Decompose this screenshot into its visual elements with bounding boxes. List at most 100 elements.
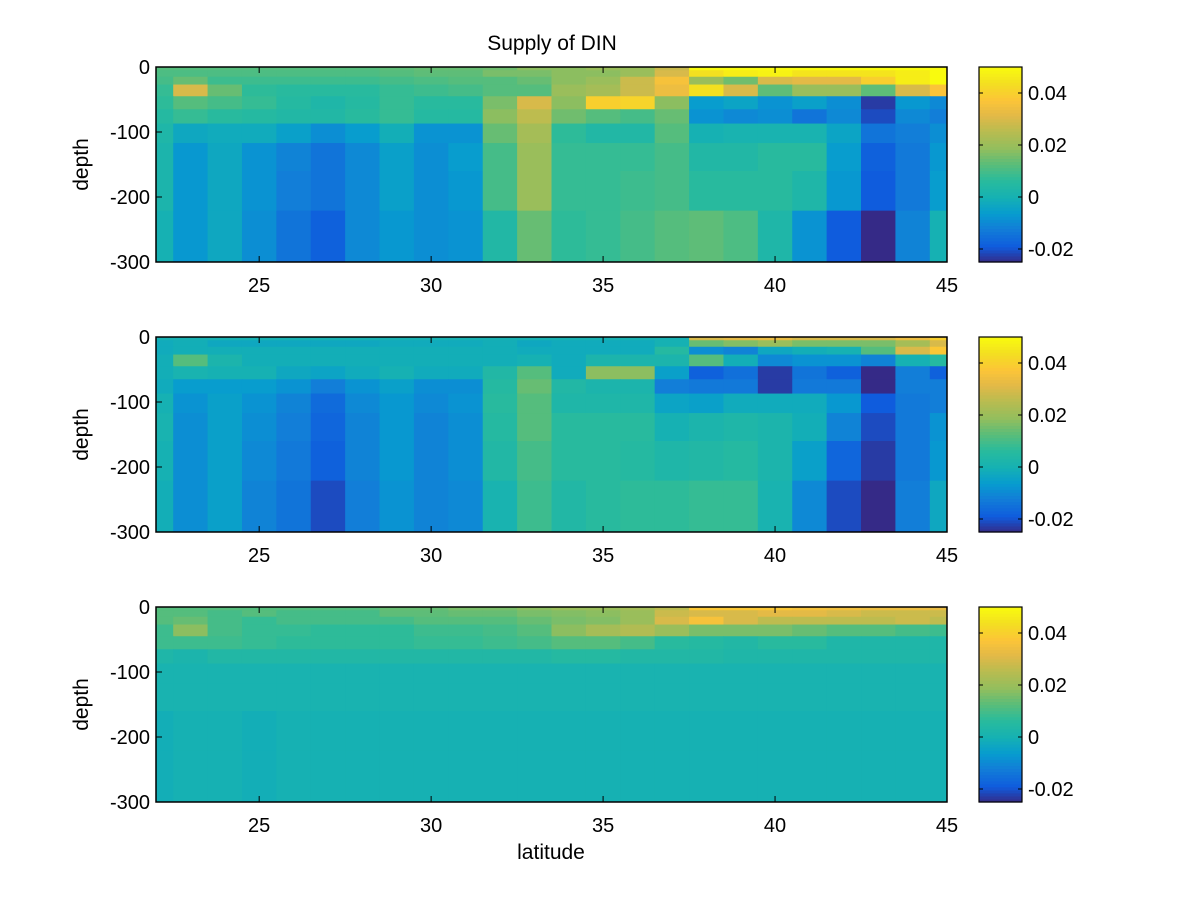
- heatmap-cell: [156, 610, 174, 618]
- colorbar-segment: [979, 124, 1022, 129]
- heatmap-cell: [379, 340, 415, 348]
- heatmap-cell: [310, 636, 346, 650]
- colorbar-segment: [979, 112, 1022, 117]
- heatmap-cell: [173, 67, 209, 71]
- heatmap-cell: [689, 346, 725, 356]
- heatmap-cell: [895, 109, 931, 125]
- heatmap-cell: [723, 109, 759, 125]
- heatmap-cell: [276, 123, 312, 144]
- colorbar-segment: [979, 646, 1022, 651]
- heatmap-cell: [757, 379, 793, 395]
- heatmap-cell: [345, 337, 381, 341]
- heatmap-cell: [929, 366, 947, 380]
- colorbar-segment: [979, 121, 1022, 126]
- heatmap-cell: [929, 379, 947, 395]
- colorbar-segment: [979, 349, 1022, 353]
- colorbar-segment: [979, 343, 1022, 347]
- heatmap-cell: [895, 366, 931, 380]
- heatmap-cell: [207, 171, 243, 212]
- heatmap-cell: [379, 109, 415, 125]
- heatmap-cell: [413, 750, 449, 802]
- heatmap-cell: [156, 379, 174, 395]
- heatmap-cell: [413, 84, 449, 97]
- heatmap-cell: [929, 441, 947, 482]
- heatmap-cell: [929, 84, 947, 97]
- colorbar-segment: [979, 786, 1022, 791]
- heatmap-cell: [448, 67, 484, 71]
- heatmap-cell: [207, 337, 243, 341]
- heatmap-cell: [482, 636, 518, 650]
- heatmap-cell: [413, 480, 449, 532]
- colorbar-segment: [979, 619, 1022, 623]
- heatmap-cell: [517, 624, 553, 637]
- heatmap-cell: [826, 143, 862, 172]
- x-tick-label: 40: [764, 275, 786, 297]
- colorbar-segment: [979, 404, 1022, 408]
- heatmap-cell: [723, 683, 759, 712]
- heatmap-cell: [241, 379, 277, 395]
- colorbar-segment: [979, 340, 1022, 344]
- colorbar-segment: [979, 137, 1022, 141]
- heatmap-cell: [379, 210, 415, 262]
- heatmap-cell: [929, 624, 947, 637]
- heatmap-cell: [517, 143, 553, 172]
- heatmap-cell: [482, 663, 518, 684]
- colorbar-segment: [979, 744, 1022, 748]
- heatmap-cell: [551, 366, 587, 380]
- heatmap-cell: [895, 683, 931, 712]
- colorbar-segment: [979, 164, 1022, 169]
- heatmap-cell: [379, 616, 415, 626]
- heatmap-cell: [585, 171, 621, 212]
- colorbar-segment: [979, 670, 1022, 675]
- colorbar-segment: [979, 419, 1022, 423]
- colorbar: 0.04 0.02 0 -0.02: [978, 66, 1074, 263]
- heatmap-cell: [929, 711, 947, 752]
- colorbar-segment: [979, 519, 1022, 524]
- heatmap-cell: [517, 337, 553, 341]
- heatmap-cell: [654, 379, 690, 395]
- heatmap-cell: [379, 84, 415, 97]
- x-tick-label: 45: [936, 815, 958, 837]
- heatmap-cell: [173, 210, 209, 262]
- heatmap-cell: [345, 171, 381, 212]
- colorbar-segment: [979, 652, 1022, 657]
- colorbar-segment: [979, 452, 1022, 457]
- colorbar-segment: [979, 88, 1022, 92]
- heatmap-cell: [173, 354, 209, 367]
- heatmap-cell: [241, 663, 277, 684]
- heatmap-cell: [620, 109, 656, 125]
- heatmap-cell: [310, 337, 346, 341]
- colorbar-segment: [979, 182, 1022, 187]
- heatmap-cell: [585, 393, 621, 414]
- x-tick-label: 40: [764, 545, 786, 567]
- heatmap-cell: [448, 70, 484, 78]
- heatmap-cell: [792, 84, 828, 97]
- heatmap-cell: [276, 366, 312, 380]
- heatmap-cell: [156, 480, 174, 532]
- heatmap-cell: [689, 441, 725, 482]
- colorbar-segment: [979, 127, 1022, 132]
- heatmap-cell: [379, 683, 415, 712]
- heatmap-cell: [241, 636, 277, 650]
- heatmap-cell: [413, 441, 449, 482]
- heatmap-cell: [241, 616, 277, 626]
- heatmap-cell: [517, 683, 553, 712]
- heatmap-cell: [379, 649, 415, 665]
- heatmap-cell: [826, 750, 862, 802]
- heatmap-cell: [826, 210, 862, 262]
- colorbar-segment: [979, 750, 1022, 754]
- heatmap-cell: [448, 76, 484, 86]
- colorbar-segment: [979, 146, 1022, 150]
- heatmap-cell: [861, 616, 897, 626]
- heatmap-cell: [379, 607, 415, 611]
- heatmap-cells: [156, 337, 947, 532]
- x-tick-label: 35: [592, 545, 614, 567]
- heatmap-cell: [241, 171, 277, 212]
- heatmap-cell: [345, 96, 381, 110]
- heatmap-cell: [241, 711, 277, 752]
- heatmap-cell: [895, 70, 931, 78]
- heatmap-cell: [826, 76, 862, 86]
- colorbar-segment: [979, 667, 1022, 672]
- heatmap-cell: [585, 413, 621, 442]
- heatmap-cell: [241, 610, 277, 618]
